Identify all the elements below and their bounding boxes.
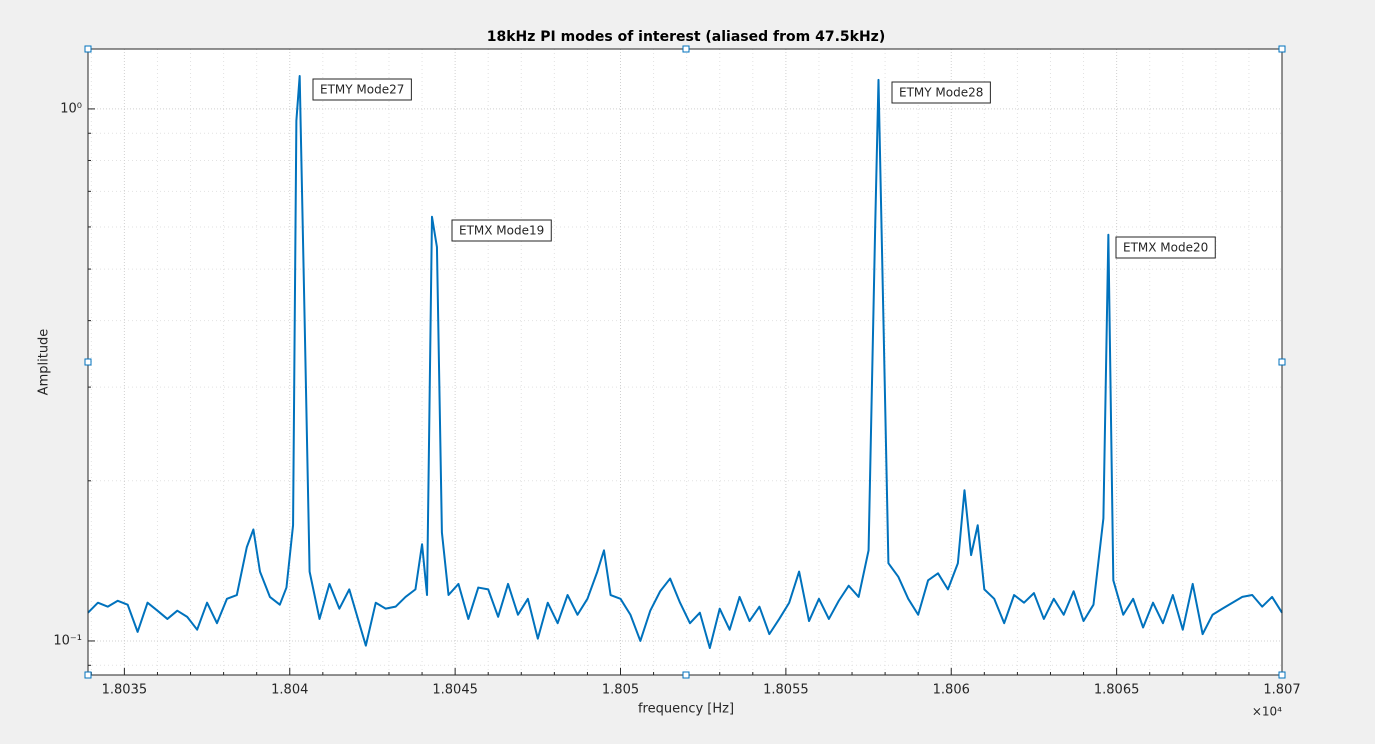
- annotation-box: [1115, 236, 1216, 259]
- x-tick-label: 1.8045: [432, 683, 478, 698]
- handle: [84, 45, 92, 53]
- handle: [682, 45, 690, 53]
- x-tick-label: 1.8035: [102, 683, 148, 698]
- annotation: ETMY Mode27: [312, 78, 412, 101]
- handle: [682, 671, 690, 679]
- annotation-box: [312, 78, 412, 101]
- annotation-text: ETMX Mode20: [1123, 241, 1208, 255]
- selection-handles: [84, 45, 1286, 679]
- chart-title: 18kHz PI modes of interest (aliased from…: [487, 29, 885, 45]
- annotation-text: ETMY Mode28: [899, 86, 983, 100]
- x-multiplier: ×10⁴: [1252, 705, 1282, 719]
- annotation-text: ETMX Mode19: [459, 224, 544, 238]
- handle: [84, 671, 92, 679]
- y-axis-label: Amplitude: [37, 329, 52, 396]
- handle: [1278, 671, 1286, 679]
- x-tick-label: 1.8055: [763, 683, 809, 698]
- x-tick-label: 1.807: [1263, 683, 1300, 698]
- annotation-box: [891, 81, 991, 104]
- x-axis-label: frequency [Hz]: [638, 702, 734, 717]
- grid: [88, 49, 1283, 675]
- annotation: ETMY Mode28: [891, 81, 991, 104]
- plot-area: [88, 49, 1282, 675]
- annotation: ETMX Mode20: [1115, 236, 1216, 259]
- annotation-box: [451, 219, 552, 242]
- handle: [84, 358, 92, 366]
- plot: [87, 75, 1283, 649]
- handle: [1278, 358, 1286, 366]
- annotation-text: ETMY Mode27: [320, 83, 404, 97]
- y-tick-label: 10⁻¹: [53, 633, 82, 648]
- annotation: ETMX Mode19: [451, 219, 552, 242]
- handle: [1278, 45, 1286, 53]
- x-tick-label: 1.806: [933, 683, 970, 698]
- x-tick-label: 1.804: [271, 683, 308, 698]
- data-line: [87, 75, 1283, 649]
- x-tick-label: 1.8065: [1094, 683, 1140, 698]
- y-tick-label: 10⁰: [60, 101, 82, 116]
- x-tick-label: 1.805: [602, 683, 639, 698]
